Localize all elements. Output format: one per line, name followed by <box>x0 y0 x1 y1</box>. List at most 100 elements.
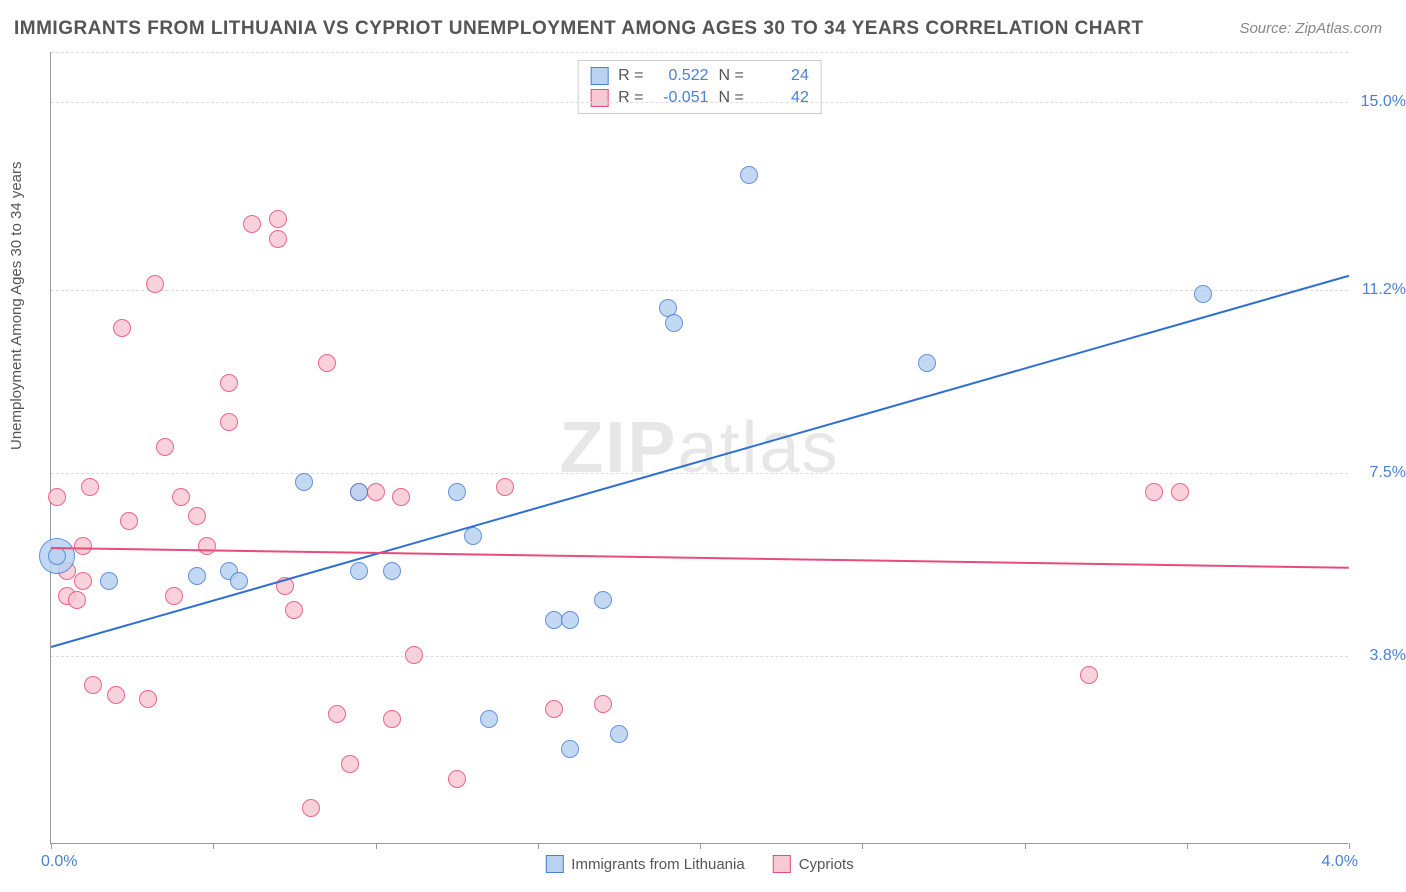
data-point <box>220 413 238 431</box>
legend-label-lithuania: Immigrants from Lithuania <box>571 856 744 873</box>
data-point <box>120 512 138 530</box>
data-point <box>405 646 423 664</box>
data-point <box>81 478 99 496</box>
x-tick <box>1025 843 1026 849</box>
data-point <box>480 710 498 728</box>
data-point <box>302 799 320 817</box>
stats-row-lithuania: R = 0.522 N = 24 <box>590 65 809 87</box>
gridline <box>51 52 1348 53</box>
n-label: N = <box>719 89 744 107</box>
gridline <box>51 290 1348 291</box>
data-point <box>392 488 410 506</box>
data-point <box>594 591 612 609</box>
r-value-lithuania: 0.522 <box>654 67 709 85</box>
data-point <box>230 572 248 590</box>
r-value-cypriots: -0.051 <box>654 89 709 107</box>
data-point <box>1171 483 1189 501</box>
data-point <box>594 695 612 713</box>
x-tick <box>1349 843 1350 849</box>
data-point <box>561 740 579 758</box>
data-point <box>107 686 125 704</box>
legend-item-lithuania: Immigrants from Lithuania <box>545 855 744 873</box>
data-point <box>285 601 303 619</box>
r-label: R = <box>618 89 643 107</box>
x-tick <box>538 843 539 849</box>
data-point <box>383 562 401 580</box>
gridline <box>51 656 1348 657</box>
legend-swatch-cypriots <box>773 855 791 873</box>
data-point <box>269 210 287 228</box>
data-point <box>269 230 287 248</box>
x-axis-max-label: 4.0% <box>1322 853 1358 871</box>
data-point <box>48 547 66 565</box>
watermark-light: atlas <box>677 408 839 488</box>
n-value-lithuania: 24 <box>754 67 809 85</box>
gridline <box>51 473 1348 474</box>
y-tick-label: 15.0% <box>1361 93 1406 111</box>
x-tick <box>1187 843 1188 849</box>
plot-area: ZIPatlas R = 0.522 N = 24 R = -0.051 N =… <box>50 52 1348 844</box>
data-point <box>100 572 118 590</box>
data-point <box>220 374 238 392</box>
data-point <box>448 770 466 788</box>
watermark-bold: ZIP <box>559 408 677 488</box>
data-point <box>1194 285 1212 303</box>
gridline <box>51 102 1348 103</box>
source-credit: Source: ZipAtlas.com <box>1239 20 1382 37</box>
data-point <box>350 483 368 501</box>
x-tick <box>862 843 863 849</box>
chart-title: IMMIGRANTS FROM LITHUANIA VS CYPRIOT UNE… <box>14 18 1144 40</box>
data-point <box>48 488 66 506</box>
correlation-stats-box: R = 0.522 N = 24 R = -0.051 N = 42 <box>577 60 822 114</box>
y-tick-label: 11.2% <box>1362 281 1406 299</box>
data-point <box>188 567 206 585</box>
data-point <box>243 215 261 233</box>
data-point <box>918 354 936 372</box>
data-point <box>172 488 190 506</box>
y-tick-label: 3.8% <box>1370 647 1406 665</box>
data-point <box>295 473 313 491</box>
data-point <box>165 587 183 605</box>
legend-label-cypriots: Cypriots <box>799 856 854 873</box>
watermark: ZIPatlas <box>559 407 839 489</box>
r-label: R = <box>618 67 643 85</box>
data-point <box>328 705 346 723</box>
data-point <box>367 483 385 501</box>
data-point <box>350 562 368 580</box>
data-point <box>496 478 514 496</box>
data-point <box>74 572 92 590</box>
data-point <box>545 700 563 718</box>
data-point <box>139 690 157 708</box>
x-tick <box>51 843 52 849</box>
data-point <box>341 755 359 773</box>
data-point <box>146 275 164 293</box>
n-value-cypriots: 42 <box>754 89 809 107</box>
y-tick-label: 7.5% <box>1370 464 1406 482</box>
x-tick <box>376 843 377 849</box>
data-point <box>665 314 683 332</box>
stats-row-cypriots: R = -0.051 N = 42 <box>590 87 809 109</box>
x-axis-min-label: 0.0% <box>41 853 77 871</box>
x-tick <box>700 843 701 849</box>
series-legend: Immigrants from Lithuania Cypriots <box>545 855 853 873</box>
regression-line <box>51 275 1350 648</box>
data-point <box>1145 483 1163 501</box>
legend-swatch-lithuania <box>545 855 563 873</box>
data-point <box>156 438 174 456</box>
data-point <box>561 611 579 629</box>
data-point <box>318 354 336 372</box>
data-point <box>740 166 758 184</box>
regression-line <box>51 547 1349 569</box>
data-point <box>464 527 482 545</box>
data-point <box>84 676 102 694</box>
x-tick <box>213 843 214 849</box>
y-axis-label: Unemployment Among Ages 30 to 34 years <box>8 161 25 450</box>
data-point <box>448 483 466 501</box>
data-point <box>74 537 92 555</box>
swatch-cypriots <box>590 89 608 107</box>
n-label: N = <box>719 67 744 85</box>
data-point <box>1080 666 1098 684</box>
data-point <box>198 537 216 555</box>
data-point <box>610 725 628 743</box>
swatch-lithuania <box>590 67 608 85</box>
